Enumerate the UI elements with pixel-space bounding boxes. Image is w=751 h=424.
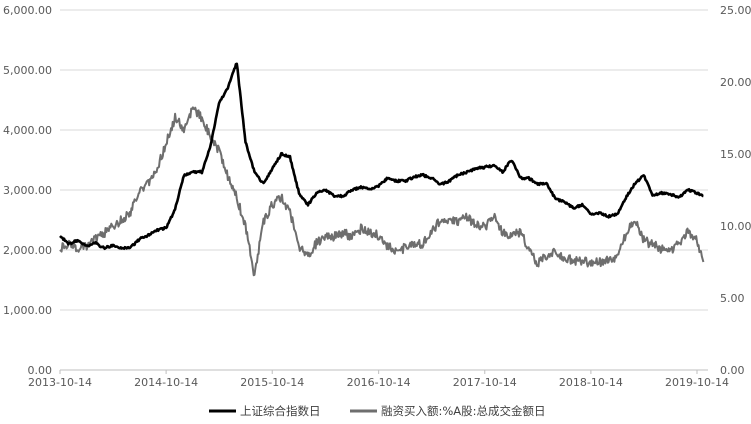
legend-item-margin[interactable]: 融资买入额:%A股:总成交金额日 [350, 404, 546, 418]
left-tick-label: 3,000.00 [3, 184, 52, 197]
right-tick-label: 10.00 [720, 220, 751, 233]
left-tick-label: 6,000.00 [3, 4, 52, 17]
right-tick-label: 25.00 [720, 4, 751, 17]
left-tick-label: 5,000.00 [3, 64, 52, 77]
x-tick-label: 2014-10-14 [134, 376, 198, 389]
right-tick-label: 0.00 [720, 364, 745, 377]
x-tick-label: 2019-10-14 [665, 376, 729, 389]
left-axis-ticks: 0.00 1,000.00 2,000.00 3,000.00 4,000.00 5,00… [3, 4, 52, 377]
right-tick-label: 5.00 [720, 292, 745, 305]
series [59, 62, 705, 277]
left-tick-label: 1,000.00 [3, 304, 52, 317]
x-tick-label: 2018-10-14 [559, 376, 623, 389]
series-line-margin-ratio [59, 106, 705, 277]
right-tick-label: 20.00 [720, 76, 751, 89]
legend: 上证综合指数日 融资买入额:%A股:总成交金额日 [209, 404, 546, 418]
left-tick-label: 0.00 [28, 364, 53, 377]
left-tick-label: 2,000.00 [3, 244, 52, 257]
series-line-sse-index [59, 62, 704, 250]
x-tick-label: 2017-10-14 [453, 376, 517, 389]
left-tick-label: 4,000.00 [3, 124, 52, 137]
x-axis-ticks: 2013-10-14 2014-10-14 2015-10-14 2016-10-14… [28, 370, 729, 389]
x-tick-label: 2013-10-14 [28, 376, 92, 389]
x-tick-label: 2016-10-14 [347, 376, 411, 389]
legend-label-sse: 上证综合指数日 [240, 404, 321, 418]
legend-item-sse[interactable]: 上证综合指数日 [209, 404, 321, 418]
right-tick-label: 15.00 [720, 148, 751, 161]
right-axis-ticks: 0.00 5.00 10.00 15.00 20.00 25.00 [720, 4, 751, 377]
legend-label-margin: 融资买入额:%A股:总成交金额日 [381, 404, 546, 418]
x-tick-label: 2015-10-14 [240, 376, 304, 389]
gridlines [60, 9, 708, 311]
